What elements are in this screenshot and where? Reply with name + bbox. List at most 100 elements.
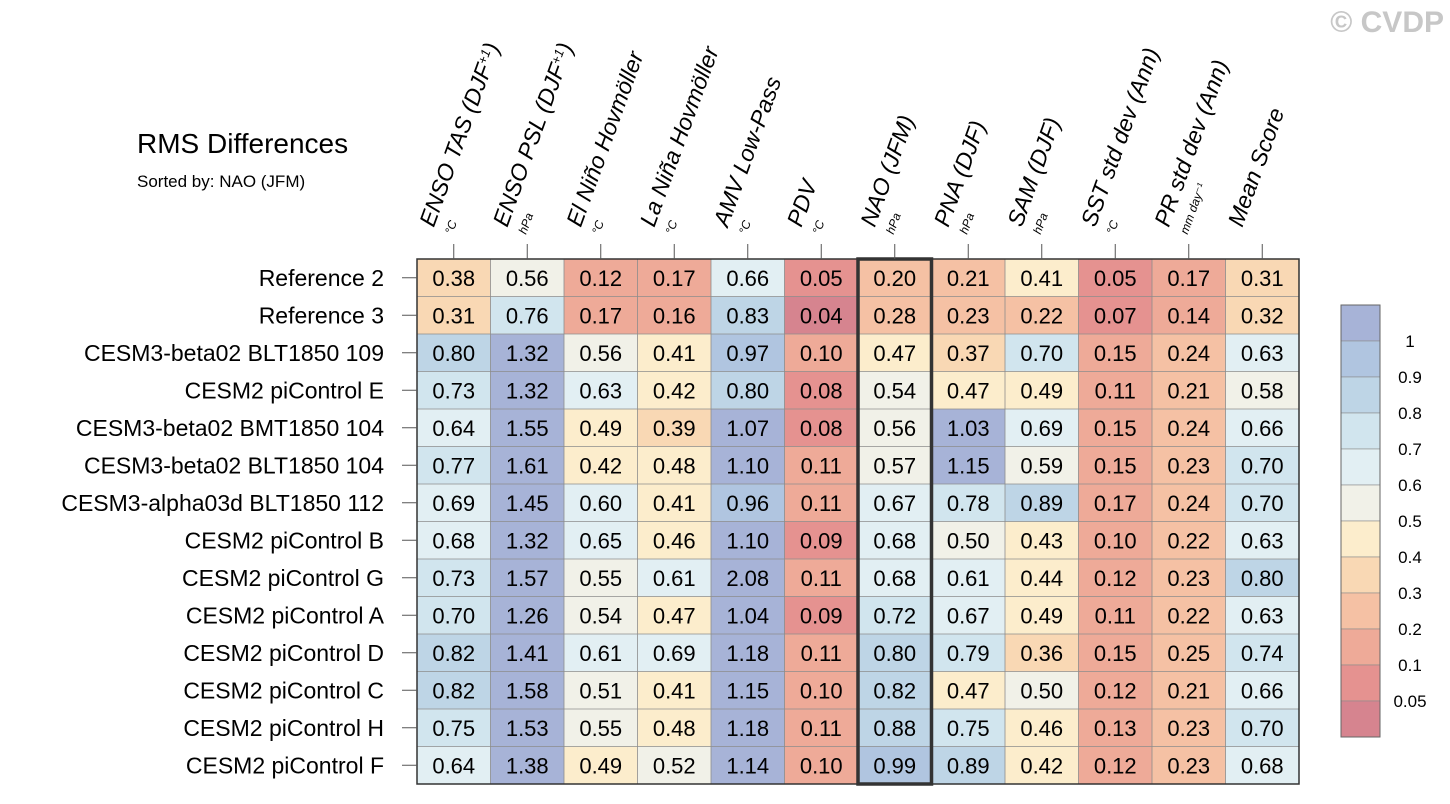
heatmap-cell [1225, 259, 1299, 297]
cell-value: 0.42 [1020, 753, 1063, 778]
heatmap-cell [1225, 334, 1299, 372]
heatmap-cell [711, 746, 785, 784]
heatmap-cell [1078, 334, 1152, 372]
heatmap-cell [417, 334, 491, 372]
cell-value: 0.10 [800, 341, 843, 366]
cell-value: 0.59 [1020, 453, 1063, 478]
heatmap-cell [858, 521, 932, 559]
cell-value: 1.04 [726, 603, 769, 628]
cell-value: 0.76 [506, 303, 549, 328]
cell-value: 0.10 [1094, 528, 1137, 553]
cell-value: 0.63 [579, 378, 622, 403]
cell-value: 0.89 [1020, 491, 1063, 516]
heatmap-cell [490, 371, 564, 409]
cell-value: 0.12 [1094, 678, 1137, 703]
cell-value: 0.80 [1241, 566, 1284, 591]
heatmap-cell [1078, 484, 1152, 522]
colorbar-bin [1340, 484, 1381, 522]
cell-value: 0.17 [1094, 491, 1137, 516]
heatmap-cell [858, 671, 932, 709]
cell-value: 0.64 [432, 753, 475, 778]
cell-value: 0.79 [947, 641, 990, 666]
cell-value: 0.80 [873, 641, 916, 666]
cell-value: 1.61 [506, 453, 549, 478]
cell-value: 0.75 [947, 716, 990, 741]
cell-value: 0.20 [873, 266, 916, 291]
cell-value: 1.15 [726, 678, 769, 703]
heatmap-cell [417, 296, 491, 334]
cell-value: 0.15 [1094, 341, 1137, 366]
heatmap-cell [1005, 521, 1079, 559]
heatmap-cell [931, 521, 1005, 559]
cell-value: 1.18 [726, 641, 769, 666]
heatmap-cell [490, 709, 564, 747]
cell-value: 0.47 [873, 341, 916, 366]
heatmap-cell [490, 634, 564, 672]
heatmap-cell [1152, 296, 1226, 334]
cell-value: 0.49 [579, 753, 622, 778]
cell-value: 0.24 [1167, 416, 1210, 441]
column-label-text: La Niña Hovmöller [635, 42, 725, 230]
colorbar-tick-label: 0.8 [1398, 404, 1422, 423]
row-label: CESM2 piControl F [186, 752, 384, 778]
cell-value: 0.38 [432, 266, 475, 291]
heatmap-cell [1225, 709, 1299, 747]
heatmap-cell [784, 671, 858, 709]
heatmap-cell [1225, 596, 1299, 634]
column-label-text: Mean Score [1223, 104, 1290, 229]
heatmap-cell [1152, 334, 1226, 372]
colorbar-bin [1340, 412, 1381, 450]
cell-value: 1.32 [506, 341, 549, 366]
heatmap-cell [1078, 409, 1152, 447]
heatmap-cell [417, 521, 491, 559]
heatmap-cell [1005, 671, 1079, 709]
column-unit: hPa [1030, 211, 1051, 236]
heatmap-cell [784, 596, 858, 634]
cell-value: 0.09 [800, 528, 843, 553]
cell-value: 0.11 [1095, 378, 1136, 403]
cell-value: 2.08 [726, 566, 769, 591]
cell-value: 0.73 [432, 566, 475, 591]
heatmap-cell [931, 409, 1005, 447]
heatmap-cell [490, 521, 564, 559]
heatmap-cell [1005, 709, 1079, 747]
colorbar-tick-label: 0.3 [1398, 584, 1422, 603]
cell-value: 0.82 [432, 641, 475, 666]
column-unit: °C [663, 218, 681, 236]
heatmap-cell [1005, 409, 1079, 447]
row-label: CESM2 piControl B [185, 527, 384, 553]
heatmap-cell [858, 709, 932, 747]
heatmap-cell [564, 334, 638, 372]
heatmap-cell [490, 671, 564, 709]
colorbar-bin [1340, 700, 1381, 738]
colorbar-tick-label: 0.5 [1398, 512, 1422, 531]
cell-value: 0.44 [1020, 566, 1063, 591]
row-label: CESM3-alpha03d BLT1850 112 [61, 490, 384, 516]
heatmap-cell [858, 259, 932, 297]
heatmap-cell [784, 446, 858, 484]
column-label: PNA (DJF)hPa [929, 117, 991, 236]
cell-value: 0.21 [1167, 378, 1210, 403]
heatmap-cell [417, 371, 491, 409]
colorbar-tick-label: 1 [1405, 332, 1414, 351]
heatmap-cell [931, 334, 1005, 372]
heatmap-cell [1078, 634, 1152, 672]
heatmap-cell [1005, 296, 1079, 334]
cvdp-watermark: © CVDP [1330, 6, 1444, 39]
column-label-text: AMV Low-Pass [707, 73, 786, 232]
colorbar-bin [1340, 592, 1381, 630]
heatmap-cell [1225, 521, 1299, 559]
colorbar-bin [1340, 664, 1381, 702]
cell-value: 1.07 [726, 416, 769, 441]
heatmap-cell [1005, 334, 1079, 372]
column-label-text: NAO (JFM) [855, 112, 919, 230]
cell-value: 0.70 [432, 603, 475, 628]
heatmap-cell [1078, 746, 1152, 784]
cell-value: 0.66 [1241, 416, 1284, 441]
cell-value: 1.41 [506, 641, 549, 666]
cell-value: 0.15 [1094, 453, 1137, 478]
heatmap-cell [931, 709, 1005, 747]
cell-value: 0.25 [1167, 641, 1210, 666]
cell-value: 0.80 [726, 378, 769, 403]
heatmap-cell [417, 484, 491, 522]
